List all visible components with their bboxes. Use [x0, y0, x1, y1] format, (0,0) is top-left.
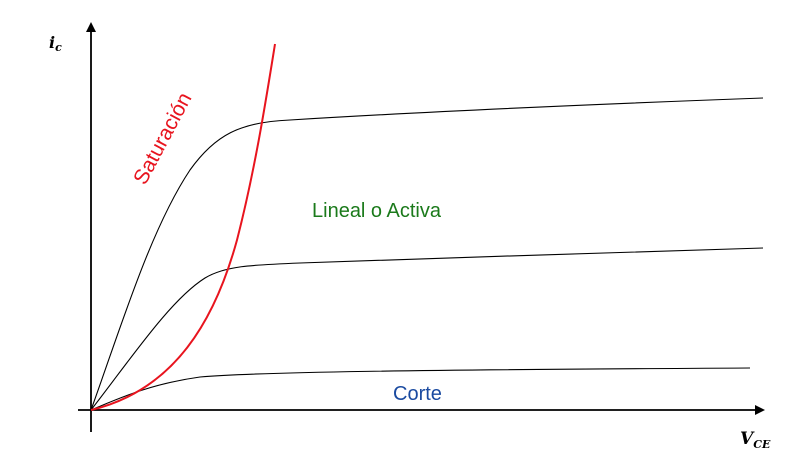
saturation-region-label: Saturación [129, 89, 196, 188]
characteristic-curve-high [90, 97, 764, 411]
x-axis-label: VCE [740, 429, 771, 451]
saturation-boundary-curve [90, 43, 276, 411]
y-axis-label: ic [49, 33, 62, 54]
characteristic-curve-mid [90, 247, 764, 411]
cutoff-region-label: Corte [393, 383, 442, 405]
linear-region-label: Lineal o Activa [312, 200, 442, 222]
